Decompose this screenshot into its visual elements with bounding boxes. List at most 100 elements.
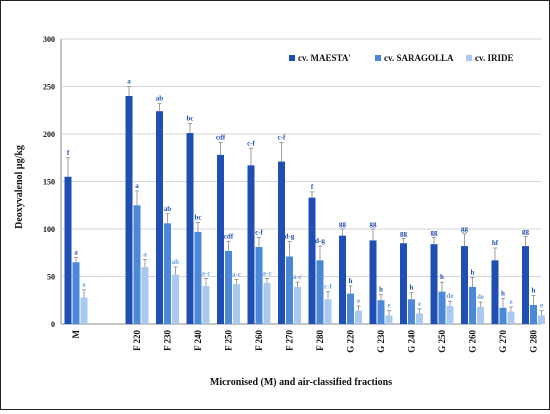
x-tick-labels: M F 220 F 230 F 240 F 250 F 260 F 270 F 280 G 22… (71, 330, 539, 353)
significance-label-0-8: gg (339, 220, 347, 228)
bar-1-12 (469, 286, 476, 324)
bar-0-11 (430, 244, 438, 324)
bar-0-0 (64, 176, 72, 324)
bar-2-8 (355, 310, 362, 324)
y-tick-label-200: 200 (43, 130, 55, 139)
x-tick-label-3: F 240 (193, 330, 203, 351)
significance-label-2-2: ab (172, 258, 180, 266)
x-tick-label-11: G 250 (437, 330, 447, 353)
x-tick-label-10: G 240 (407, 330, 417, 353)
x-tick-label-6: F 270 (285, 330, 295, 351)
bar-1-14 (530, 305, 537, 324)
bar-2-5 (263, 283, 271, 324)
x-tick-label-8: G 220 (346, 330, 356, 353)
significance-label-1-7: d-g (315, 237, 325, 245)
x-tick-label-0: M (71, 330, 81, 339)
x-tick-label-1: F 220 (132, 330, 142, 351)
significance-label-2-5: a-c (263, 269, 272, 277)
x-tick-label-12: G 260 (468, 330, 478, 353)
bar-1-11 (438, 291, 446, 324)
significance-label-2-4: a-c (232, 270, 241, 278)
bar-0-12 (461, 246, 468, 324)
y-tick-label-100: 100 (43, 225, 55, 234)
bar-2-1 (141, 267, 149, 324)
significance-label-1-3: bc (195, 213, 202, 221)
y-tick-label-300: 300 (43, 35, 55, 44)
significance-label-1-9: h (379, 286, 383, 294)
x-tick-label-13: G 270 (498, 330, 508, 353)
bar-1-5 (255, 247, 263, 324)
significance-label-2-3: a-c (202, 269, 211, 277)
bar-2-11 (446, 305, 454, 324)
significance-label-1-4: cdf (224, 232, 234, 240)
significance-label-1-5: c-f (255, 229, 263, 237)
significance-label-2-0: e (82, 281, 85, 289)
legend-label-maesta: cv. MAESTA' (298, 53, 351, 63)
significance-label-2-7: c-f (324, 283, 332, 291)
significance-label-0-3: bc (187, 115, 194, 123)
significance-label-1-8: h (349, 277, 353, 285)
bar-2-12 (477, 306, 484, 324)
significance-label-0-12: gg (461, 225, 469, 233)
y-tick-labels: 0 50 100 150 200 250 300 (43, 35, 55, 329)
bar-0-14 (522, 246, 529, 324)
bar-0-3 (186, 133, 194, 324)
y-tick-label-150: 150 (43, 178, 55, 187)
x-tick-label-2: F 230 (163, 330, 173, 351)
y-tick-label-0: 0 (51, 320, 55, 329)
bar-1-0 (72, 262, 80, 324)
bar-2-13 (507, 311, 515, 324)
bar-0-4 (217, 154, 224, 324)
significance-label-2-10: e (418, 300, 421, 308)
significance-label-2-11: de (447, 292, 454, 300)
significance-label-0-14: gg (522, 228, 530, 236)
bar-0-5 (247, 165, 255, 324)
significance-label-1-6: d-g (285, 232, 295, 240)
significance-label-1-1: a (135, 182, 139, 190)
significance-label-0-9: gg (370, 220, 378, 228)
legend-swatch-saragolla (375, 55, 381, 61)
significance-label-1-0: a (74, 249, 78, 257)
bar-0-6 (278, 161, 285, 324)
significance-label-2-13: e (509, 298, 512, 306)
significance-label-1-13: h (501, 289, 505, 297)
y-axis-title: Deoxyvalenol µg/kg (14, 145, 25, 229)
bar-1-2 (164, 223, 171, 324)
bar-0-1 (125, 96, 133, 324)
significance-label-0-0: f (67, 149, 70, 157)
significance-label-1-11: h (440, 273, 444, 281)
legend: cv. MAESTA' cv. SARAGOLLA cv. IRIDE (289, 53, 514, 63)
bar-2-3 (202, 286, 210, 324)
significance-label-0-11: gg (431, 229, 439, 237)
x-tick-label-7: F 280 (315, 330, 325, 351)
bar-1-10 (408, 299, 415, 324)
bar-0-7 (308, 197, 316, 324)
significance-label-2-6: a-c (293, 273, 302, 281)
bar-0-8 (339, 235, 346, 324)
bar-1-9 (377, 300, 385, 324)
significance-label-0-6: c-f (278, 134, 286, 142)
bar-1-1 (133, 205, 141, 324)
bar-2-9 (385, 315, 393, 324)
significance-label-0-7: f (311, 183, 314, 191)
y-tick-label-50: 50 (47, 273, 55, 282)
bar-1-4 (225, 250, 232, 324)
x-tick-label-9: G 230 (376, 330, 386, 353)
significance-label-0-5: c-f (247, 139, 255, 147)
bar-1-3 (194, 231, 202, 324)
bar-0-10 (400, 243, 407, 324)
bar-1-7 (316, 260, 324, 324)
significance-label-0-10: gg (400, 230, 408, 238)
legend-swatch-iride (466, 55, 472, 61)
x-tick-label-4: F 250 (224, 330, 234, 351)
bar-2-6 (294, 286, 301, 324)
significance-label-2-9: e (387, 302, 390, 310)
significance-label-1-14: h (532, 287, 536, 295)
legend-swatch-maesta (289, 55, 295, 61)
bar-0-9 (369, 240, 377, 324)
legend-label-saragolla: cv. SARAGOLLA (384, 53, 454, 63)
x-tick-label-5: F 260 (254, 330, 264, 351)
bar-1-13 (499, 307, 507, 324)
